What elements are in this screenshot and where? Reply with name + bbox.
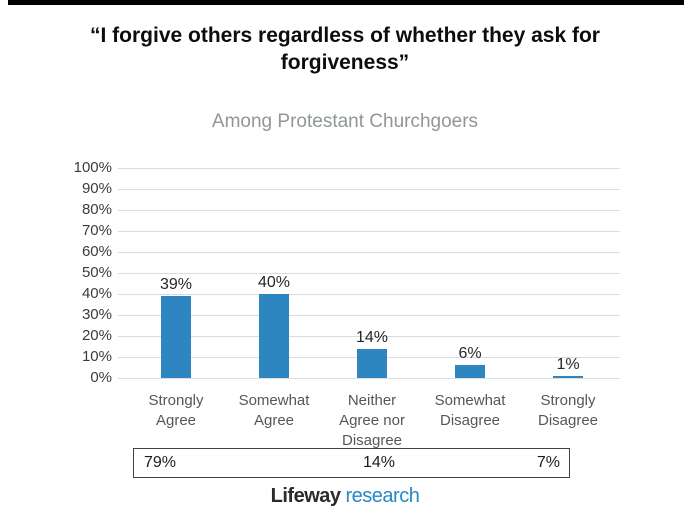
gridline	[118, 210, 620, 211]
logo-word-research: research	[345, 485, 420, 507]
y-tick-label: 60%	[81, 243, 112, 260]
summary-agree-total: 79%	[144, 454, 177, 471]
category-label-text: Somewhat Agree	[238, 392, 310, 429]
bars-region: 39% 40% 14% 6% 1%	[127, 168, 617, 378]
category-label: Strongly Agree	[127, 391, 225, 451]
gridline	[118, 378, 620, 379]
chart-title: “I forgive others regardless of whether …	[90, 24, 600, 74]
category-label-text: Strongly Agree	[148, 392, 204, 429]
top-rule	[8, 0, 684, 5]
y-tick-label: 80%	[81, 201, 112, 218]
x-axis-category-labels: Strongly Agree Somewhat Agree Neither Agre…	[127, 391, 617, 451]
bar-column: 40%	[225, 168, 323, 378]
category-label: Neither Agree nor Disagree	[323, 391, 421, 451]
category-label: Somewhat Agree	[225, 391, 323, 451]
bar-value-label: 14%	[355, 329, 389, 346]
gridline	[118, 315, 620, 316]
bar-value-label: 40%	[257, 274, 291, 291]
y-tick-label: 40%	[81, 285, 112, 302]
y-tick-label: 90%	[81, 180, 112, 197]
bar-column: 1%	[519, 168, 617, 378]
bar-value-label: 39%	[159, 276, 193, 293]
y-tick-label: 20%	[81, 327, 112, 344]
bar-column: 6%	[421, 168, 519, 378]
category-label: Somewhat Disagree	[421, 391, 519, 451]
chart-subtitle: Among Protestant Churchgoers	[211, 111, 479, 132]
category-label: Strongly Disagree	[519, 391, 617, 451]
bar-column: 14%	[323, 168, 421, 378]
category-label-text: Strongly Disagree	[537, 392, 599, 429]
summary-total-box: 79% 14% 7%	[133, 448, 570, 478]
bar-value-label: 6%	[458, 345, 482, 362]
gridline	[118, 273, 620, 274]
y-tick-label: 50%	[81, 264, 112, 281]
y-tick-label: 70%	[81, 222, 112, 239]
bar-value-label: 1%	[556, 356, 580, 373]
bar	[455, 365, 485, 378]
summary-disagree-total: 7%	[536, 454, 560, 471]
summary-neutral-total: 14%	[362, 454, 396, 471]
category-label-text: Somewhat Disagree	[434, 392, 506, 429]
bar	[553, 376, 583, 378]
lifeway-research-logo: Lifeway research	[0, 485, 690, 508]
bar	[357, 349, 387, 378]
logo-word-lifeway: Lifeway	[270, 485, 341, 507]
bar	[161, 296, 191, 378]
gridline	[118, 189, 620, 190]
gridline	[118, 231, 620, 232]
gridline	[118, 252, 620, 253]
gridline	[118, 336, 620, 337]
gridline	[118, 294, 620, 295]
category-label-text: Neither Agree nor Disagree	[339, 392, 405, 449]
y-tick-label: 100%	[73, 159, 112, 176]
y-tick-label: 0%	[90, 369, 112, 386]
y-tick-label: 10%	[81, 348, 112, 365]
gridline	[118, 168, 620, 169]
bar	[259, 294, 289, 378]
bar-column: 39%	[127, 168, 225, 378]
y-tick-label: 30%	[81, 306, 112, 323]
